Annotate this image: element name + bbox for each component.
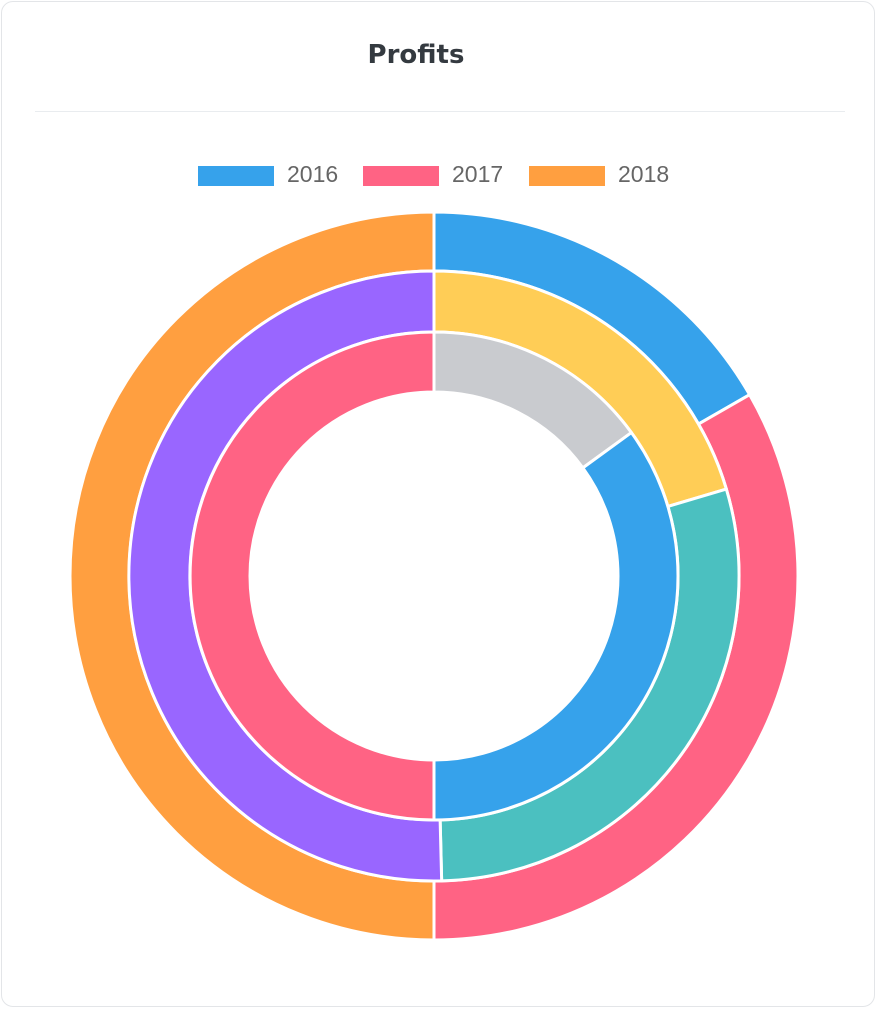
chart-legend: 2016 2017 2018 [0, 160, 870, 190]
card-title: Profits [367, 40, 465, 70]
legend-label-2017: 2017 [452, 161, 504, 187]
legend-swatch-2016 [198, 166, 274, 186]
legend-label-2016: 2016 [287, 161, 339, 187]
legend-label-2018: 2018 [618, 161, 670, 187]
inner-ring-slice-3[interactable] [188, 330, 436, 822]
title-divider [35, 111, 845, 112]
legend-swatch-2017 [363, 166, 439, 186]
legend-swatch-2018 [529, 166, 605, 186]
inner-ring-slice-2[interactable] [432, 431, 680, 822]
